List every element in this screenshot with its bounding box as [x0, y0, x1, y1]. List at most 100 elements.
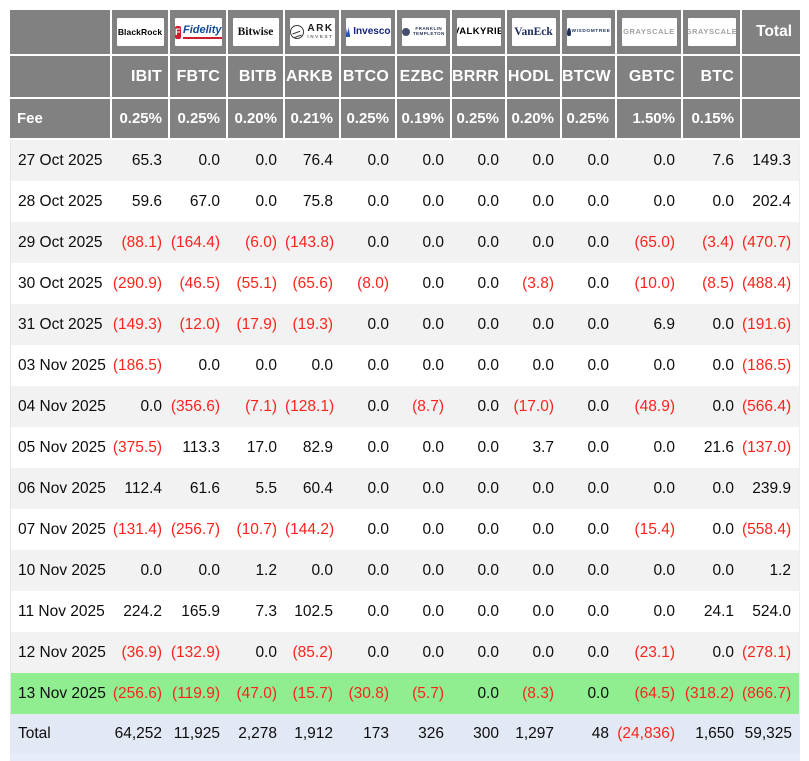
row-total: (278.1) [742, 632, 800, 673]
ark-circle-icon [290, 25, 305, 39]
fee-arkb: 0.21% [285, 99, 341, 140]
total-btcw: 48 [562, 714, 617, 754]
row-total: (137.0) [742, 427, 800, 468]
flow-value-btco: 0.0 [367, 315, 389, 333]
row-date: 04 Nov 2025 [10, 386, 112, 427]
fidelity-logo-main: Fidelity [182, 23, 222, 36]
flow-value-arkb: (143.8) [285, 233, 335, 251]
total-fbtc: 11,925 [170, 714, 228, 754]
fidelity-logo: F Fidelity [174, 18, 222, 46]
valkyrie-logo-main: VALKYRIE [457, 26, 501, 38]
flow-value-hodl: 0.0 [532, 151, 554, 169]
flow-value-btc: (8.5) [702, 274, 734, 292]
header-corner-cell [10, 10, 112, 56]
valkyrie-logo-cell: VALKYRIE [452, 10, 507, 56]
flow-value-btc: 0.0 [712, 397, 734, 415]
next-section-strip [10, 754, 800, 761]
flow-value-ibit: (186.5) [112, 356, 162, 374]
invesco-logo-cell: Invesco [341, 10, 397, 56]
flow-value-hodl: (8.3) [522, 684, 554, 702]
row-total: (558.4) [742, 509, 800, 550]
ark-logo-cell: ARK INVEST [285, 10, 341, 56]
flow-value-bitb: 5.5 [255, 479, 277, 497]
flow-value-fbtc: 67.0 [189, 192, 220, 210]
fee-fbtc: 0.25% [170, 99, 228, 140]
logo-row: BlackRock F Fidelity Bitwise ARK INVEST Invesc… [10, 10, 800, 56]
fidelity-mark-icon: F [174, 25, 181, 39]
flow-value-brrr: 0.0 [477, 479, 499, 497]
flow-value-bitb: (55.1) [236, 274, 278, 292]
fidelity-logo-text: Fidelity [182, 23, 222, 40]
flow-value-bitb: 17.0 [246, 438, 277, 456]
flow-value-hodl: 3.7 [532, 438, 554, 456]
flow-value-fbtc: (46.5) [179, 274, 221, 292]
flow-value-fbtc: 113.3 [182, 438, 220, 456]
table-row: 29 Oct 2025 (88.1) (164.4) (6.0) (143.8) 0.0 0… [10, 222, 800, 263]
flow-value-bitb: 0.0 [255, 151, 277, 169]
ark-logo: ARK INVEST [289, 18, 335, 46]
grayscale-logo-text: GRAYSCALE [623, 28, 675, 36]
flow-value-brrr: 0.0 [477, 520, 499, 538]
franklin-logo-main: FRANKLIN [415, 26, 443, 32]
vaneck-logo-main: VanEck [514, 25, 553, 38]
flow-value-brrr: 0.0 [477, 233, 499, 251]
flow-value-arkb: 60.4 [302, 479, 333, 497]
bitwise-logo: Bitwise [232, 18, 279, 46]
flow-value-gbtc: 6.9 [653, 315, 675, 333]
flow-value-brrr: 0.0 [477, 192, 499, 210]
row-date: 06 Nov 2025 [10, 468, 112, 509]
flow-value-hodl: 0.0 [532, 479, 554, 497]
flow-value-ezbc: 0.0 [422, 151, 444, 169]
row-date: 27 Oct 2025 [10, 140, 112, 181]
flow-value-gbtc: 0.0 [653, 151, 675, 169]
franklin-seal-icon [402, 28, 411, 36]
flow-value-fbtc: (256.7) [170, 520, 220, 538]
ticker-fbtc: FBTC [170, 56, 228, 99]
row-total: 524.0 [742, 591, 800, 632]
flow-value-gbtc: (48.9) [634, 397, 676, 415]
invesco-logo-main: Invesco [353, 25, 391, 37]
flow-value-arkb: 75.8 [302, 192, 333, 210]
ticker-ibit: IBIT [112, 56, 170, 99]
flow-value-gbtc: (64.5) [634, 684, 676, 702]
total-hodl: 1,297 [507, 714, 562, 754]
table-row: 07 Nov 2025 (131.4) (256.7) (10.7) (144.2) 0.… [10, 509, 800, 550]
fee-gbtc: 1.50% [617, 99, 683, 140]
row-date: 05 Nov 2025 [10, 427, 112, 468]
row-total: (191.6) [742, 304, 800, 345]
row-total: (566.4) [742, 386, 800, 427]
flow-value-ezbc: 0.0 [422, 192, 444, 210]
flow-value-btco: 0.0 [367, 643, 389, 661]
flow-value-brrr: 0.0 [477, 643, 499, 661]
flow-value-gbtc: 0.0 [653, 602, 675, 620]
flow-value-btcw: 0.0 [587, 602, 609, 620]
flow-value-btco: 0.0 [367, 438, 389, 456]
flow-value-arkb: 0.0 [311, 356, 333, 374]
total-row-label: Total [10, 714, 112, 754]
flow-value-bitb: 0.0 [255, 192, 277, 210]
row-total: (186.5) [742, 345, 800, 386]
flow-value-gbtc: 0.0 [653, 479, 675, 497]
ticker-gbtc: GBTC [617, 56, 683, 99]
flow-value-ezbc: 0.0 [422, 315, 444, 333]
flow-value-ezbc: 0.0 [422, 356, 444, 374]
flow-value-bitb: 0.0 [255, 356, 277, 374]
bitwise-logo-cell: Bitwise [228, 10, 285, 56]
table-row: 03 Nov 2025 (186.5) 0.0 0.0 0.0 0.0 0.0 0.0 0.0 0… [10, 345, 800, 386]
flow-value-ibit: (290.9) [112, 274, 162, 292]
row-date: 07 Nov 2025 [10, 509, 112, 550]
row-date: 13 Nov 2025 [10, 673, 112, 714]
vaneck-logo: VanEck [511, 18, 556, 46]
flow-value-bitb: (17.9) [236, 315, 278, 333]
flow-value-bitb: (47.0) [236, 684, 278, 702]
flow-value-gbtc: 0.0 [653, 438, 675, 456]
invesco-logo-text: Invesco [353, 25, 391, 38]
flow-value-brrr: 0.0 [477, 151, 499, 169]
wisdomtree-canopy-icon [566, 27, 572, 36]
ark-logo-sub: INVEST [307, 33, 334, 39]
flow-value-btcw: 0.0 [587, 315, 609, 333]
flow-value-fbtc: (164.4) [170, 233, 220, 251]
flow-value-gbtc: 0.0 [653, 192, 675, 210]
total-row: Total 64,252 11,925 2,278 1,912 173 326 300 1,29… [10, 714, 800, 754]
flow-rows: 27 Oct 2025 65.3 0.0 0.0 76.4 0.0 0.0 0.0 0.0 0.0… [10, 140, 800, 714]
